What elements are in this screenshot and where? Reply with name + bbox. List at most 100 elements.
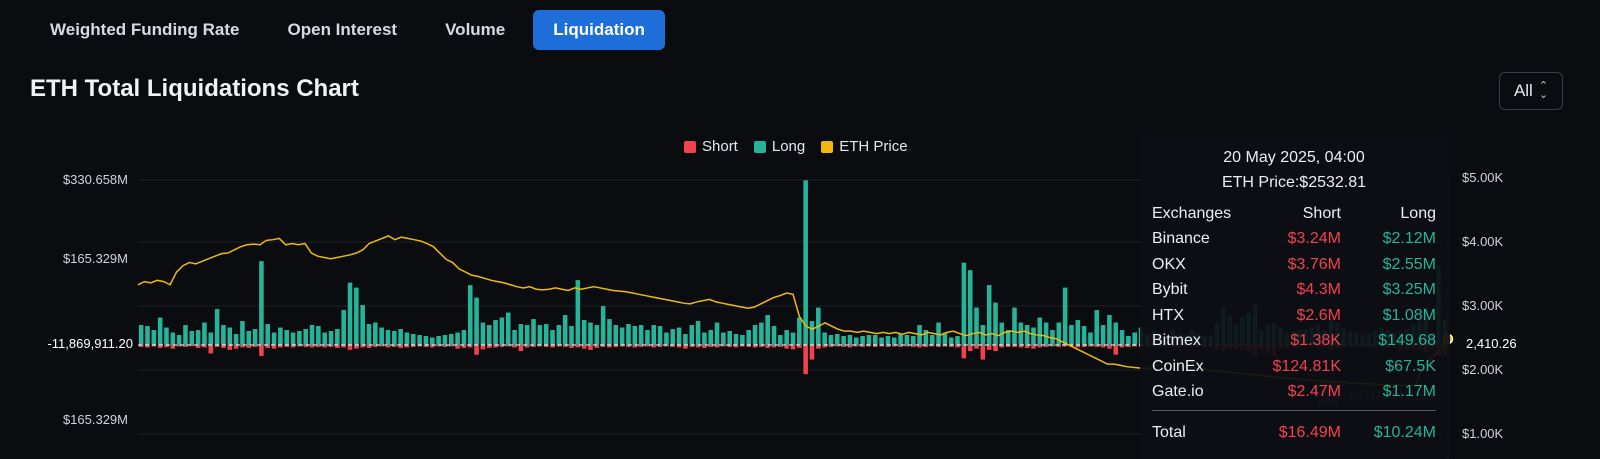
left-tick-label-current: -11,869,911.20 [47, 336, 133, 351]
long-bar [607, 319, 612, 345]
right-tick-label: $2.00K [1462, 362, 1504, 377]
short-bar [702, 345, 707, 348]
long-bar [1037, 317, 1043, 345]
short-bar [664, 345, 669, 347]
legend-eth-price[interactable]: ETH Price [821, 138, 908, 155]
short-bar [290, 345, 296, 348]
long-bar [771, 326, 777, 345]
short-bar [297, 345, 302, 347]
long-bar [955, 336, 960, 345]
short-bar [910, 345, 916, 347]
short-bar [955, 345, 960, 348]
long-bar [942, 332, 948, 345]
long-bar [714, 322, 720, 345]
tab-open-interest[interactable]: Open Interest [287, 20, 398, 39]
legend-eth-price-swatch [821, 140, 834, 153]
tab-volume[interactable]: Volume [445, 20, 506, 39]
long-bar [392, 331, 397, 345]
short-bar [164, 345, 169, 348]
short-bar [1100, 345, 1106, 348]
long-bar [379, 327, 384, 345]
long-bar [746, 330, 751, 345]
tooltip-date: 20 May 2025, 04:00 [1223, 149, 1365, 166]
short-bar [809, 345, 815, 360]
short-bar [632, 345, 638, 348]
short-bar [562, 345, 568, 347]
tooltip-exchange: HTX [1152, 306, 1184, 324]
short-bar [499, 345, 505, 347]
long-bar [486, 325, 492, 345]
long-bar [1056, 322, 1062, 345]
tooltip-long: $149.68 [1378, 332, 1436, 350]
long-bar [543, 324, 549, 345]
short-bar [189, 345, 195, 347]
short-bar [202, 345, 207, 348]
long-bar [1069, 325, 1074, 345]
tooltip-header-exchange: Exchanges [1152, 204, 1232, 222]
long-bar [847, 335, 853, 345]
long-bar [879, 337, 884, 345]
short-bar [221, 345, 226, 348]
chart-tooltip: 20 May 2025, 04:00 ETH Price:$2532.81 Ex… [1140, 135, 1450, 459]
long-bar [828, 335, 834, 345]
short-bar [974, 345, 979, 349]
tooltip-row: HTX $2.6M $1.08M [1152, 303, 1436, 329]
long-bar [214, 309, 220, 345]
long-bar [271, 332, 277, 345]
short-bar [752, 345, 758, 348]
short-bar [480, 345, 486, 350]
long-bar [518, 324, 524, 345]
tab-weighted-funding-rate[interactable]: Weighted Funding Rate [50, 20, 240, 39]
long-bar [309, 325, 315, 345]
short-bar [670, 345, 676, 347]
tooltip-short: $4.3M [1296, 281, 1341, 299]
long-bar [695, 321, 701, 345]
long-bar [638, 325, 644, 345]
long-bar [1094, 310, 1100, 345]
short-bar [240, 345, 245, 348]
long-bar [1100, 325, 1106, 345]
short-bar [575, 345, 581, 348]
short-bar [569, 345, 574, 348]
long-bar [1081, 326, 1087, 345]
short-bar [1005, 345, 1011, 347]
tooltip-long: $1.08M [1382, 306, 1436, 324]
long-bar [708, 330, 714, 345]
long-bar [651, 325, 657, 345]
long-bar [436, 336, 441, 345]
tooltip-short: $2.6M [1296, 306, 1341, 324]
short-bar [904, 345, 910, 347]
short-bar [1012, 345, 1017, 347]
tooltip-exchange: Gate.io [1152, 383, 1204, 401]
long-bar [929, 335, 935, 345]
short-bar [822, 345, 827, 348]
long-bar [974, 307, 979, 345]
long-bar [980, 325, 986, 345]
long-bar [195, 330, 201, 345]
short-bar [765, 345, 770, 348]
short-bar [379, 345, 384, 347]
range-select[interactable]: All ⌃ ⌄ [1499, 72, 1563, 110]
short-bar [961, 345, 967, 359]
short-bar [1075, 345, 1081, 348]
long-bar [1018, 322, 1024, 345]
long-bar [657, 326, 663, 345]
legend-short[interactable]: Short [684, 138, 738, 155]
long-bar [923, 330, 929, 345]
short-bar [942, 345, 948, 347]
short-bar [929, 345, 935, 347]
long-bar [183, 325, 188, 345]
short-bar [303, 345, 308, 347]
short-bar [835, 345, 840, 347]
current-price-label: 2,410.26 [1466, 336, 1517, 351]
long-bar [670, 329, 676, 345]
tab-liquidation[interactable]: Liquidation [533, 10, 665, 50]
short-bar [936, 345, 941, 347]
long-bar [240, 321, 245, 345]
legend-long[interactable]: Long [753, 138, 805, 155]
long-bar [645, 330, 650, 345]
long-bar [233, 334, 239, 345]
short-bar [398, 345, 403, 348]
long-bar [1107, 315, 1112, 345]
short-bar [138, 345, 144, 347]
